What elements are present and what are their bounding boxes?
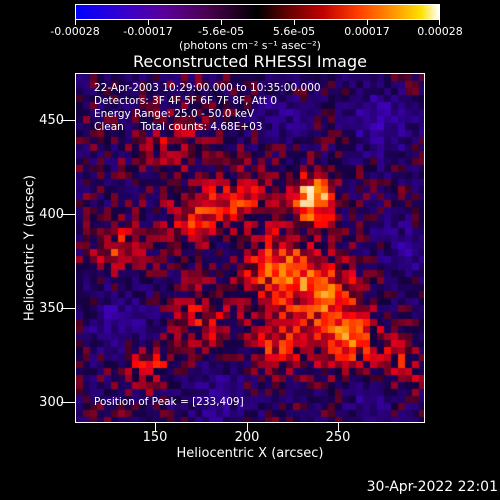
colorbar-tick-label: -5.6e-05 bbox=[197, 25, 245, 38]
colorbar-tick-label: 5.6e-05 bbox=[272, 25, 316, 38]
info-detectors: Detectors: 3F 4F 5F 6F 7F 8F, Att 0 bbox=[94, 95, 278, 107]
timestamp: 30-Apr-2022 22:01 bbox=[366, 479, 498, 495]
colorbar-tick-label: 0.00017 bbox=[344, 25, 390, 38]
colorbar-tick bbox=[367, 20, 368, 25]
colorbar-tick bbox=[75, 20, 76, 25]
colorbar-tick-label: 0.00028 bbox=[417, 25, 463, 38]
colorbar-tick bbox=[294, 20, 295, 25]
info-clean-counts: Clean Total counts: 4.68E+03 bbox=[94, 121, 263, 133]
info-energy-range: Energy Range: 25.0 - 50.0 keV bbox=[94, 108, 255, 120]
ytick-350 bbox=[61, 308, 75, 309]
plot-title: Reconstructed RHESSI Image bbox=[133, 52, 367, 71]
xtick-label: 250 bbox=[325, 430, 351, 445]
colorbar-tick bbox=[221, 20, 222, 25]
ytick-label: 450 bbox=[39, 113, 64, 128]
ytick-label: 350 bbox=[39, 301, 64, 316]
ytick-300 bbox=[61, 402, 75, 403]
colorbar-tick bbox=[439, 20, 440, 25]
info-peak-position: Position of Peak = [233,409] bbox=[94, 396, 244, 408]
xtick-label: 150 bbox=[142, 430, 168, 445]
info-time-range: 22-Apr-2003 10:29:00.000 to 10:35:00.000 bbox=[94, 82, 321, 94]
heatmap-image bbox=[76, 74, 424, 422]
xtick-label: 200 bbox=[234, 430, 260, 445]
colorbar bbox=[75, 4, 440, 20]
x-axis-label: Heliocentric X (arcsec) bbox=[176, 446, 324, 461]
ytick-400 bbox=[61, 214, 75, 215]
ytick-label: 400 bbox=[39, 207, 64, 222]
colorbar-tick-label: -0.00028 bbox=[50, 25, 100, 38]
xtick-200 bbox=[247, 423, 248, 431]
plot-area: 22-Apr-2003 10:29:00.000 to 10:35:00.000… bbox=[75, 73, 425, 423]
colorbar-tick-label: -0.00017 bbox=[123, 25, 173, 38]
y-axis-label: Heliocentric Y (arcsec) bbox=[22, 175, 38, 321]
ytick-label: 300 bbox=[39, 395, 64, 410]
xtick-150 bbox=[155, 423, 156, 431]
ytick-450 bbox=[61, 120, 75, 121]
xtick-250 bbox=[338, 423, 339, 431]
colorbar-units: (photons cm⁻² s⁻¹ asec⁻²) bbox=[179, 39, 321, 52]
colorbar-tick bbox=[148, 20, 149, 25]
